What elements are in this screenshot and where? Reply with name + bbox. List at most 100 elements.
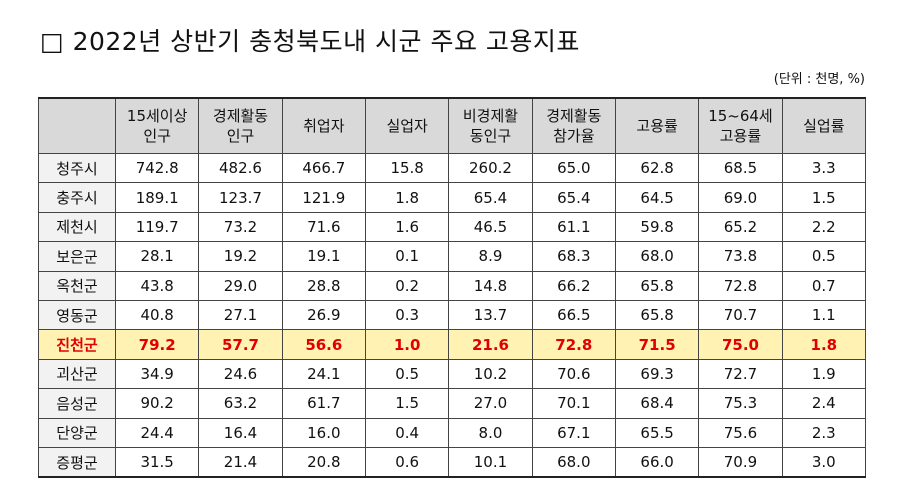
cell: 1.1 bbox=[781, 299, 867, 331]
header-row: 15세이상 인구 경제활동 인구 취업자 실업자 비경제활 동인구 경제활동 참가율 고용률… bbox=[38, 97, 867, 154]
table-row: 영동군 40.8 27.1 26.9 0.3 13.7 66.5 65.8 70.7 1.1 bbox=[38, 299, 867, 331]
cell: 0.3 bbox=[364, 299, 450, 331]
cell: 1.5 bbox=[364, 388, 450, 419]
cell: 61.1 bbox=[531, 211, 616, 243]
cell: 24.1 bbox=[281, 358, 366, 390]
cell: 57.7 bbox=[198, 329, 283, 360]
cell: 1.8 bbox=[781, 329, 867, 360]
cell: 189.1 bbox=[114, 182, 200, 213]
row-label: 단양군 bbox=[38, 417, 116, 448]
table-body: 청주시 742.8 482.6 466.7 15.8 260.2 65.0 62.8 68.5 3… bbox=[38, 152, 867, 479]
cell: 70.6 bbox=[531, 358, 616, 390]
column-header: 취업자 bbox=[281, 97, 366, 154]
cell: 0.1 bbox=[364, 241, 450, 272]
cell: 21.6 bbox=[448, 329, 533, 360]
cell: 66.5 bbox=[531, 299, 616, 331]
cell: 66.0 bbox=[614, 446, 700, 479]
cell: 31.5 bbox=[114, 446, 200, 479]
cell: 123.7 bbox=[198, 182, 283, 213]
cell: 68.4 bbox=[614, 388, 700, 419]
cell: 2.4 bbox=[781, 388, 867, 419]
cell: 70.1 bbox=[531, 388, 616, 419]
cell: 65.0 bbox=[531, 152, 616, 184]
row-label: 괴산군 bbox=[38, 358, 116, 390]
row-label: 진천군 bbox=[38, 329, 116, 360]
cell: 742.8 bbox=[114, 152, 200, 184]
table-row: 청주시 742.8 482.6 466.7 15.8 260.2 65.0 62.8 68.5 3… bbox=[38, 152, 867, 184]
cell: 29.0 bbox=[198, 270, 283, 301]
table-row: 괴산군 34.9 24.6 24.1 0.5 10.2 70.6 69.3 72.7 1.9 bbox=[38, 358, 867, 390]
table-row: 음성군 90.2 63.2 61.7 1.5 27.0 70.1 68.4 75.3 2.4 bbox=[38, 388, 867, 419]
cell: 73.2 bbox=[198, 211, 283, 243]
cell: 0.5 bbox=[781, 241, 867, 272]
cell: 65.8 bbox=[614, 270, 700, 301]
cell: 65.5 bbox=[614, 417, 700, 448]
cell: 16.4 bbox=[198, 417, 283, 448]
cell: 16.0 bbox=[281, 417, 366, 448]
table-row: 증평군 31.5 21.4 20.8 0.6 10.1 68.0 66.0 70.9 3.0 bbox=[38, 446, 867, 479]
cell: 68.0 bbox=[614, 241, 700, 272]
cell: 2.3 bbox=[781, 417, 867, 448]
cell: 68.5 bbox=[698, 152, 783, 184]
cell: 75.3 bbox=[698, 388, 783, 419]
column-header: 실업자 bbox=[364, 97, 450, 154]
cell: 70.7 bbox=[698, 299, 783, 331]
cell: 65.2 bbox=[698, 211, 783, 243]
row-label: 음성군 bbox=[38, 388, 116, 419]
column-header: 경제활동 참가율 bbox=[531, 97, 616, 154]
cell: 73.8 bbox=[698, 241, 783, 272]
cell: 482.6 bbox=[198, 152, 283, 184]
cell: 79.2 bbox=[114, 329, 200, 360]
cell: 34.9 bbox=[114, 358, 200, 390]
cell: 3.0 bbox=[781, 446, 867, 479]
stats-table: 15세이상 인구 경제활동 인구 취업자 실업자 비경제활 동인구 경제활동 참가율 고용률… bbox=[38, 97, 867, 479]
cell: 1.9 bbox=[781, 358, 867, 390]
cell: 68.0 bbox=[531, 446, 616, 479]
cell: 62.8 bbox=[614, 152, 700, 184]
cell: 0.6 bbox=[364, 446, 450, 479]
cell: 75.0 bbox=[698, 329, 783, 360]
cell: 3.3 bbox=[781, 152, 867, 184]
column-header: 경제활동 인구 bbox=[198, 97, 283, 154]
row-label: 충주시 bbox=[38, 182, 116, 213]
cell: 260.2 bbox=[448, 152, 533, 184]
cell: 15.8 bbox=[364, 152, 450, 184]
unit-note: (단위 : 천명, %) bbox=[773, 72, 865, 87]
cell: 71.6 bbox=[281, 211, 366, 243]
cell: 24.4 bbox=[114, 417, 200, 448]
cell: 27.0 bbox=[448, 388, 533, 419]
cell: 72.8 bbox=[531, 329, 616, 360]
cell: 20.8 bbox=[281, 446, 366, 479]
cell: 21.4 bbox=[198, 446, 283, 479]
row-label: 영동군 bbox=[38, 299, 116, 331]
cell: 121.9 bbox=[281, 182, 366, 213]
cell: 66.2 bbox=[531, 270, 616, 301]
table-row: 옥천군 43.8 29.0 28.8 0.2 14.8 66.2 65.8 72.8 0.7 bbox=[38, 270, 867, 301]
cell: 46.5 bbox=[448, 211, 533, 243]
cell: 2.2 bbox=[781, 211, 867, 243]
cell: 13.7 bbox=[448, 299, 533, 331]
cell: 10.2 bbox=[448, 358, 533, 390]
cell: 69.3 bbox=[614, 358, 700, 390]
cell: 27.1 bbox=[198, 299, 283, 331]
cell: 26.9 bbox=[281, 299, 366, 331]
cell: 0.5 bbox=[364, 358, 450, 390]
cell: 0.4 bbox=[364, 417, 450, 448]
cell: 72.7 bbox=[698, 358, 783, 390]
row-label: 증평군 bbox=[38, 446, 116, 479]
column-header: 실업률 bbox=[781, 97, 867, 154]
cell: 1.0 bbox=[364, 329, 450, 360]
cell: 43.8 bbox=[114, 270, 200, 301]
table-row: 보은군 28.1 19.2 19.1 0.1 8.9 68.3 68.0 73.8 0.5 bbox=[38, 241, 867, 272]
cell: 70.9 bbox=[698, 446, 783, 479]
column-header: 고용률 bbox=[614, 97, 700, 154]
cell: 75.6 bbox=[698, 417, 783, 448]
cell: 40.8 bbox=[114, 299, 200, 331]
cell: 19.2 bbox=[198, 241, 283, 272]
cell: 56.6 bbox=[281, 329, 366, 360]
cell: 65.4 bbox=[448, 182, 533, 213]
row-label: 청주시 bbox=[38, 152, 116, 184]
cell: 59.8 bbox=[614, 211, 700, 243]
table-row: 충주시 189.1 123.7 121.9 1.8 65.4 65.4 64.5 69.0 1.5 bbox=[38, 182, 867, 213]
